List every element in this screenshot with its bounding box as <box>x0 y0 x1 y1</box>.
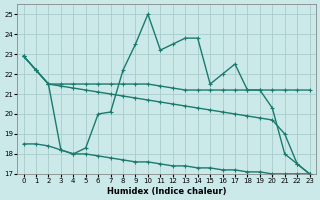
X-axis label: Humidex (Indice chaleur): Humidex (Indice chaleur) <box>107 187 226 196</box>
